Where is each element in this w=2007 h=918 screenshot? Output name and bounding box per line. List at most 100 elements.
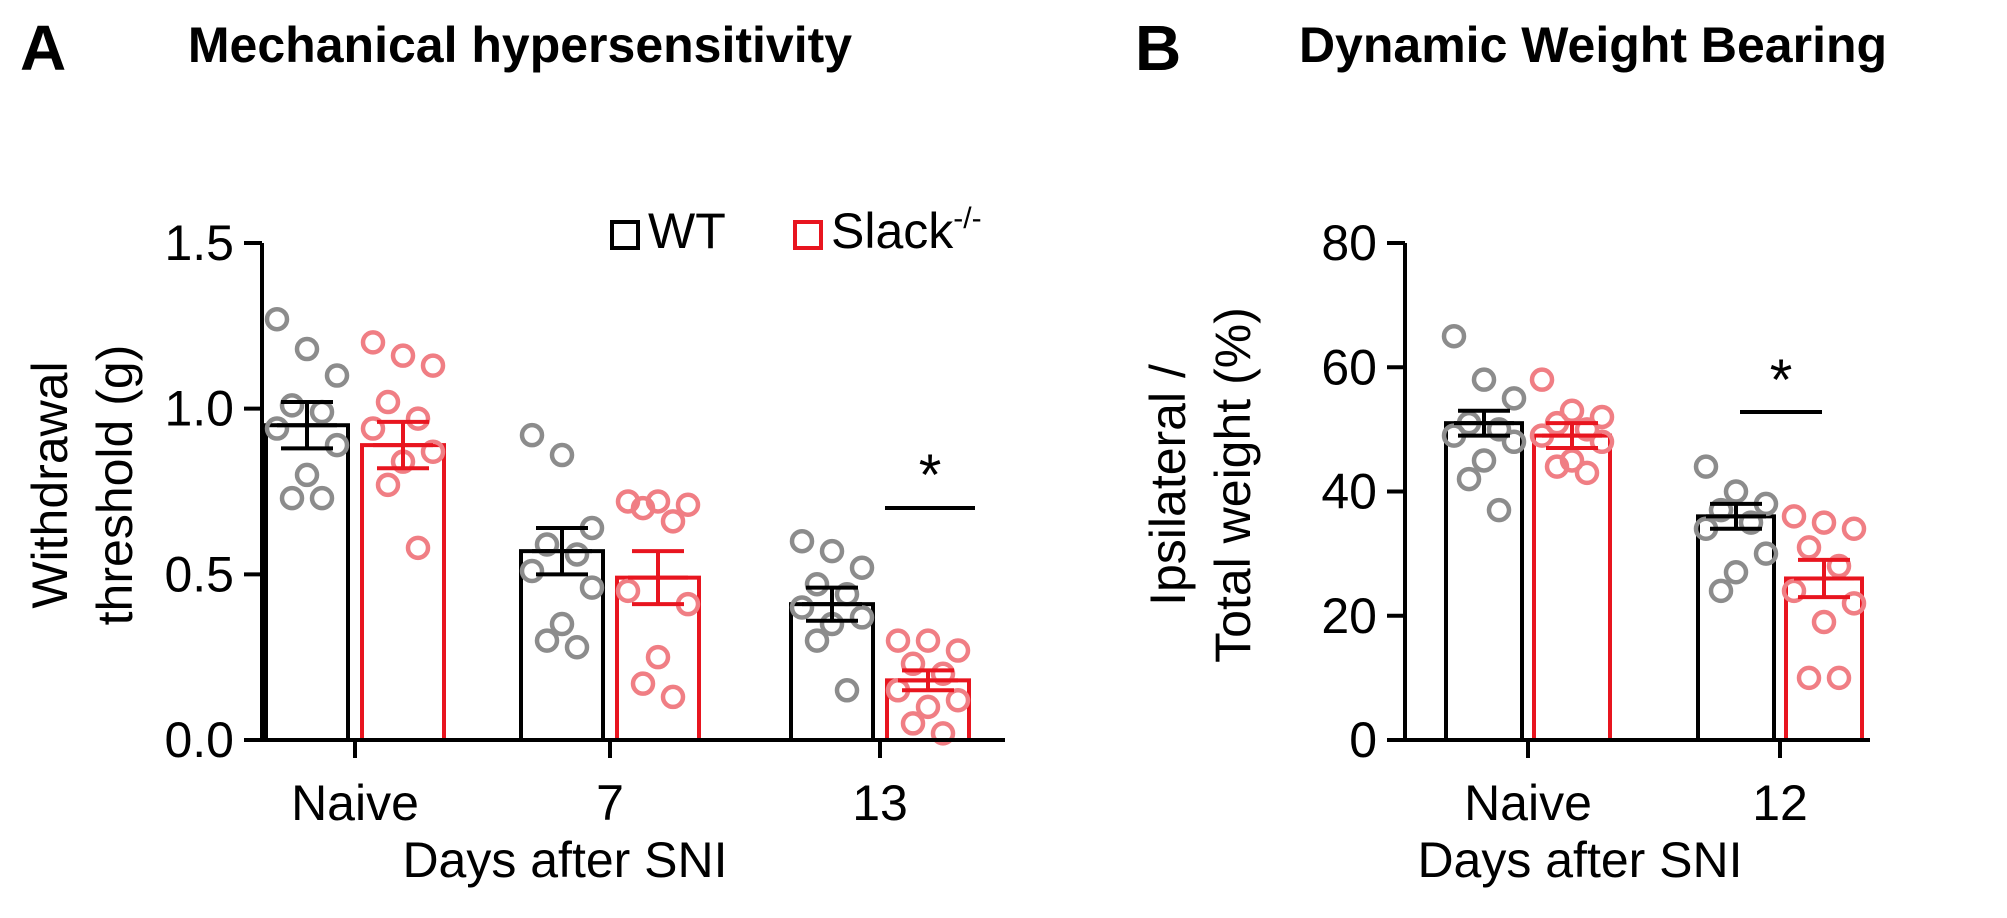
b-point-wt-1-3 (1708, 497, 1734, 523)
panel-b-error-bars (1454, 408, 1854, 600)
a-point-wt-2-9 (834, 678, 860, 703)
panel-b-points (1441, 323, 1867, 691)
b-point-slack-0-0 (1529, 367, 1555, 392)
panel-a-y-axis-title: Withdrawal threshold (g) (22, 345, 143, 626)
b-point-slack-1-9 (1826, 665, 1852, 691)
panel-b-y-axis-title-line-1: Ipsilateral / (1140, 364, 1196, 606)
a-point-slack-1-5 (615, 578, 641, 604)
b-point-wt-1-0 (1693, 454, 1719, 479)
a-point-slack-2-3 (900, 651, 926, 677)
panel-a-x-ticks: Naive 7 13 (291, 740, 908, 831)
a-y-tick-label-1: 0.5 (164, 546, 234, 602)
b-point-wt-0-6 (1501, 429, 1527, 455)
b-y-tick-label-0: 0 (1349, 712, 1377, 768)
b-y-tick-label-2: 40 (1321, 464, 1377, 520)
panel-a-title: Mechanical hypersensitivity (188, 17, 852, 73)
panel-a-significance: * (885, 443, 975, 510)
panel-b-significance: * (1740, 348, 1822, 414)
a-point-wt-2-5 (789, 595, 815, 620)
b-point-wt-1-7 (1723, 560, 1749, 585)
a-point-wt-1-4 (564, 542, 590, 567)
a-point-wt-1-6 (579, 575, 605, 600)
panel-b-title: Dynamic Weight Bearing (1299, 17, 1887, 73)
panel-b: B Dynamic Weight Bearing Ipsilateral / T… (1135, 12, 1887, 888)
panel-a: A Mechanical hypersensitivity Withdrawal… (20, 12, 1005, 888)
a-point-wt-0-8 (279, 485, 305, 511)
b-point-slack-1-3 (1796, 535, 1822, 560)
panel-b-x-ticks: Naive 12 (1464, 740, 1808, 831)
panel-a-letter: A (20, 12, 66, 84)
b-point-slack-0-4 (1574, 417, 1600, 442)
b-point-slack-0-1 (1559, 398, 1585, 423)
a-bar-wt-0 (264, 423, 350, 742)
a-point-wt-2-3 (804, 572, 830, 597)
b-point-slack-1-2 (1841, 516, 1867, 542)
panel-b-y-axis-title: Ipsilateral / Total weight (%) (1140, 307, 1261, 663)
a-point-wt-1-3 (534, 532, 560, 557)
a-point-wt-0-0 (264, 306, 290, 332)
b-x-tick-label-0: Naive (1464, 775, 1592, 831)
a-point-wt-0-2 (324, 363, 350, 388)
b-point-slack-1-6 (1841, 591, 1867, 616)
a-point-wt-2-2 (849, 555, 875, 580)
panel-a-legend: WT Slack-/- (610, 202, 982, 259)
a-point-slack-0-8 (375, 472, 401, 498)
b-point-slack-1-0 (1781, 504, 1807, 529)
a-bar-wt-2 (789, 602, 875, 742)
panel-a-y-axis-title-line-2: threshold (g) (87, 345, 143, 626)
legend-slack-superscript: -/- (953, 202, 981, 235)
panel-b-letter: B (1135, 12, 1181, 84)
b-point-slack-1-8 (1796, 665, 1822, 691)
a-y-tick-label-2: 1.0 (164, 381, 234, 437)
b-point-slack-0-2 (1589, 404, 1615, 430)
legend-slack-swatch (793, 220, 823, 250)
a-point-wt-0-7 (294, 462, 320, 488)
a-point-wt-0-9 (309, 485, 335, 511)
panel-a-significance-star: * (919, 443, 942, 508)
a-point-slack-0-2 (420, 353, 446, 378)
a-point-wt-0-5 (264, 416, 290, 441)
a-point-slack-2-8 (900, 711, 926, 736)
a-point-wt-2-8 (804, 628, 830, 653)
a-point-slack-2-2 (945, 638, 971, 663)
b-point-wt-1-8 (1708, 578, 1734, 604)
a-point-wt-2-0 (789, 528, 815, 554)
a-point-slack-2-6 (945, 687, 971, 713)
b-y-tick-label-3: 60 (1321, 339, 1377, 395)
b-point-wt-0-0 (1441, 323, 1467, 349)
a-point-slack-1-9 (660, 684, 686, 710)
a-point-wt-0-3 (279, 393, 305, 418)
a-point-wt-1-1 (549, 442, 575, 468)
b-point-wt-0-7 (1471, 448, 1497, 473)
panel-b-x-axis-title: Days after SNI (1417, 832, 1742, 888)
b-point-wt-0-8 (1456, 466, 1482, 492)
a-point-wt-1-5 (519, 558, 545, 584)
panel-a-y-axis-title-line-1: Withdrawal (22, 361, 78, 608)
a-point-wt-1-8 (534, 628, 560, 653)
b-point-wt-1-6 (1753, 541, 1779, 566)
a-point-wt-1-7 (549, 611, 575, 637)
a-x-tick-label-2: 13 (852, 775, 908, 831)
b-point-wt-0-9 (1486, 497, 1512, 523)
b-point-wt-0-1 (1471, 367, 1497, 392)
panel-b-y-ticks: 0 20 40 60 80 (1321, 215, 1405, 768)
a-point-slack-1-4 (660, 509, 686, 534)
a-point-slack-0-0 (360, 330, 386, 355)
a-point-slack-2-0 (885, 628, 911, 653)
panel-b-y-axis-title-line-2: Total weight (%) (1205, 307, 1261, 663)
a-point-slack-1-7 (645, 644, 671, 670)
b-point-slack-0-6 (1589, 429, 1615, 455)
a-point-slack-0-4 (405, 406, 431, 431)
b-point-wt-1-4 (1738, 510, 1764, 535)
b-y-tick-label-4: 80 (1321, 215, 1377, 271)
b-x-tick-label-1: 12 (1752, 775, 1808, 831)
a-point-wt-1-9 (564, 634, 590, 660)
a-x-tick-label-1: 7 (596, 775, 624, 831)
a-point-slack-2-7 (915, 694, 941, 720)
a-point-wt-0-4 (309, 399, 335, 425)
panel-a-x-axis-title: Days after SNI (402, 832, 727, 888)
a-x-tick-label-0: Naive (291, 775, 419, 831)
a-point-wt-2-1 (819, 538, 845, 564)
a-point-slack-2-1 (915, 628, 941, 653)
